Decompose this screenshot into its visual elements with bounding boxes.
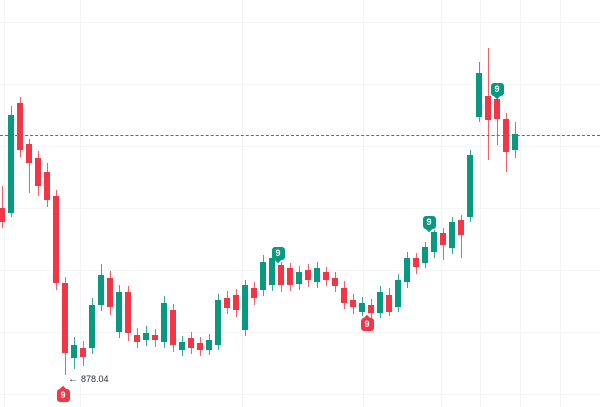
candle-up xyxy=(143,333,149,340)
candle-down xyxy=(26,144,32,163)
candle-down xyxy=(287,268,293,285)
candle-up xyxy=(449,222,455,248)
count-badge[interactable]: 9 xyxy=(56,385,70,402)
candle-down xyxy=(53,196,59,283)
candle-up xyxy=(359,303,365,312)
candle-up xyxy=(161,303,167,342)
candle-up xyxy=(476,73,482,117)
candle-up xyxy=(8,115,14,213)
candle-down xyxy=(332,278,338,286)
horizontal-gridline xyxy=(0,208,600,209)
candle-wick xyxy=(28,139,30,193)
candle-down xyxy=(341,288,347,303)
candle-up xyxy=(206,340,212,350)
candle-up xyxy=(422,247,428,263)
candle-down xyxy=(413,258,419,267)
candle-up xyxy=(431,232,437,252)
arrow-left-icon: ← xyxy=(68,373,78,385)
badge-label: 9 xyxy=(494,84,500,94)
candle-up xyxy=(89,305,95,348)
vertical-gridline xyxy=(242,0,243,407)
candle-down xyxy=(134,335,140,342)
candle-down xyxy=(62,283,68,353)
count-badge[interactable]: 9 xyxy=(490,83,504,100)
candle-up xyxy=(98,275,104,305)
candle-down xyxy=(485,96,491,120)
candle-up xyxy=(116,292,122,332)
badge-label: 9 xyxy=(275,248,281,258)
vertical-gridline xyxy=(560,0,561,407)
candle-wick xyxy=(496,93,498,145)
horizontal-gridline xyxy=(0,270,600,271)
candle-down xyxy=(224,298,230,308)
candle-down xyxy=(458,220,464,235)
vertical-gridline xyxy=(4,0,5,407)
candle-down xyxy=(17,103,23,150)
candle-down xyxy=(386,295,392,312)
vertical-gridline xyxy=(363,0,364,407)
candle-wick xyxy=(460,215,462,258)
horizontal-gridline xyxy=(0,146,600,147)
candle-down xyxy=(125,292,131,333)
candle-down xyxy=(197,343,203,350)
candle-up xyxy=(242,285,248,330)
candle-down xyxy=(80,348,86,357)
horizontal-gridline xyxy=(0,394,600,395)
vertical-gridline xyxy=(441,0,442,407)
count-badge[interactable]: 9 xyxy=(271,247,285,264)
horizontal-gridline xyxy=(0,84,600,85)
candle-up xyxy=(215,300,221,345)
candle-down xyxy=(170,310,176,345)
candle-up xyxy=(377,292,383,313)
vertical-gridline xyxy=(480,0,481,407)
candle-up xyxy=(395,280,401,307)
horizontal-gridline xyxy=(0,22,600,23)
candle-down xyxy=(350,300,356,307)
candle-down xyxy=(152,335,158,340)
candle-up xyxy=(260,262,266,290)
horizontal-gridline xyxy=(0,332,600,333)
candle-up xyxy=(296,272,302,284)
candle-wick xyxy=(1,186,3,228)
last-price-dashed-line xyxy=(0,135,600,136)
candle-down xyxy=(305,270,311,280)
badge-label: 9 xyxy=(364,319,370,329)
candle-down xyxy=(44,172,50,200)
candle-down xyxy=(494,99,500,119)
count-badge[interactable]: 9 xyxy=(422,216,436,233)
count-badge[interactable]: 9 xyxy=(360,314,374,331)
candle-down xyxy=(251,288,257,298)
candle-up xyxy=(71,345,77,358)
candle-up xyxy=(404,258,410,282)
vertical-gridline xyxy=(80,0,81,407)
candle-down xyxy=(503,119,509,152)
badge-label: 9 xyxy=(426,217,432,227)
candle-up xyxy=(269,258,275,285)
candle-down xyxy=(188,338,194,348)
candle-down xyxy=(35,158,41,186)
vertical-gridline xyxy=(520,0,521,407)
candle-down xyxy=(0,208,5,222)
candle-up xyxy=(512,134,518,150)
candle-up xyxy=(179,342,185,350)
candle-down xyxy=(233,295,239,310)
candle-down xyxy=(440,233,446,245)
candle-down xyxy=(278,265,284,285)
candle-down xyxy=(323,272,329,280)
candle-down xyxy=(368,305,374,313)
price-label-text: 878.04 xyxy=(81,374,109,384)
candle-up xyxy=(467,155,473,217)
badge-label: 9 xyxy=(60,390,66,400)
candle-up xyxy=(314,268,320,282)
candle-down xyxy=(107,278,113,307)
price-label: ← 878.04 xyxy=(68,374,109,384)
